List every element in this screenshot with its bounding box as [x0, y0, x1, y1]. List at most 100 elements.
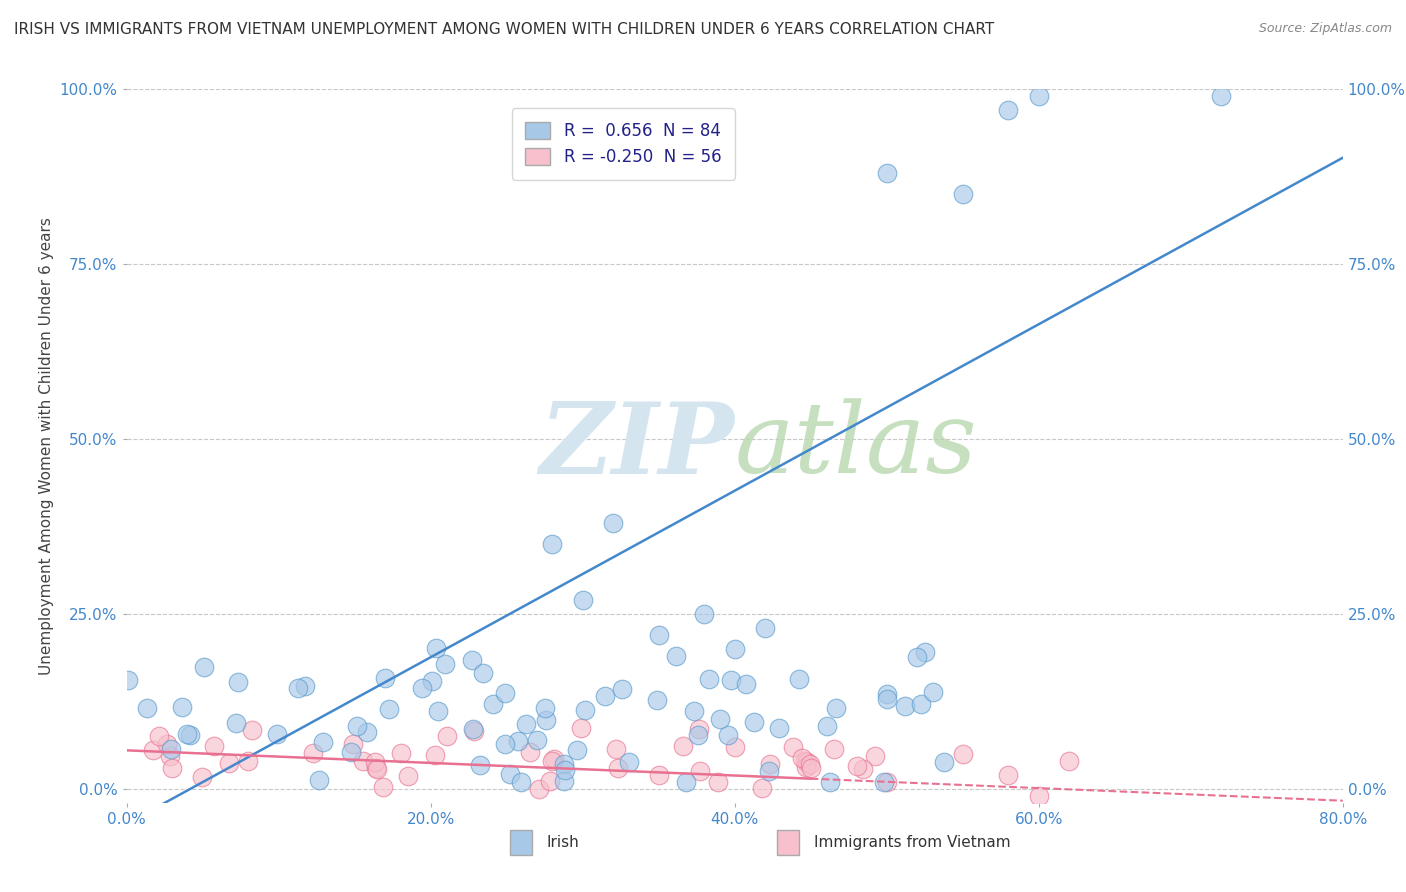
Point: [602, 516, 624, 530]
Point: [952, 747, 974, 761]
Point: [374, 672, 396, 686]
Text: Source: ZipAtlas.com: Source: ZipAtlas.com: [1258, 22, 1392, 36]
Point: [519, 745, 541, 759]
Point: [910, 697, 932, 711]
Text: Immigrants from Vietnam: Immigrants from Vietnam: [814, 835, 1011, 849]
Point: [499, 767, 522, 781]
Point: [426, 704, 449, 718]
Point: [825, 700, 848, 714]
Point: [934, 755, 956, 769]
Point: [136, 700, 159, 714]
Point: [689, 764, 711, 778]
Point: [515, 716, 537, 731]
Point: [688, 722, 710, 736]
Text: atlas: atlas: [734, 399, 977, 493]
Point: [815, 719, 838, 733]
Point: [793, 754, 815, 768]
Point: [541, 537, 564, 551]
Point: [823, 741, 845, 756]
Point: [225, 715, 247, 730]
Point: [796, 755, 818, 769]
Point: [606, 761, 628, 775]
Point: [541, 754, 564, 768]
Point: [553, 756, 575, 771]
Point: [170, 700, 193, 714]
Point: [707, 775, 730, 789]
Point: [922, 684, 945, 698]
Point: [595, 690, 617, 704]
Point: [852, 762, 875, 776]
Point: [571, 593, 593, 607]
Point: [686, 728, 709, 742]
Point: [494, 685, 516, 699]
Point: [117, 673, 139, 688]
Text: Irish: Irish: [546, 835, 579, 849]
Point: [787, 672, 810, 686]
Point: [468, 757, 491, 772]
Point: [768, 721, 790, 735]
Point: [794, 760, 817, 774]
Point: [1028, 789, 1050, 803]
Point: [193, 660, 215, 674]
Point: [226, 675, 249, 690]
Point: [510, 774, 533, 789]
Point: [683, 704, 706, 718]
Point: [266, 727, 288, 741]
Point: [538, 774, 561, 789]
Point: [179, 728, 201, 742]
Point: [735, 677, 758, 691]
Point: [610, 682, 633, 697]
Point: [751, 780, 773, 795]
Point: [422, 674, 444, 689]
Point: [876, 166, 898, 180]
FancyBboxPatch shape: [778, 830, 799, 855]
Point: [191, 770, 214, 784]
Point: [724, 739, 747, 754]
Point: [312, 735, 335, 749]
Point: [356, 725, 378, 739]
Point: [574, 703, 596, 717]
Point: [565, 742, 588, 756]
Point: [218, 756, 240, 770]
Point: [506, 734, 529, 748]
Point: [176, 726, 198, 740]
Point: [366, 762, 388, 776]
Point: [914, 645, 936, 659]
Legend: R =  0.656  N = 84, R = -0.250  N = 56: R = 0.656 N = 84, R = -0.250 N = 56: [512, 108, 734, 179]
Point: [742, 715, 765, 730]
Point: [411, 681, 433, 695]
Point: [724, 641, 747, 656]
Point: [160, 742, 183, 756]
Point: [526, 733, 548, 747]
Point: [693, 607, 716, 621]
FancyBboxPatch shape: [509, 830, 531, 855]
Point: [238, 754, 260, 768]
Point: [342, 737, 364, 751]
Point: [818, 774, 841, 789]
Point: [527, 781, 550, 796]
Point: [159, 749, 181, 764]
Point: [645, 693, 668, 707]
Point: [436, 729, 458, 743]
Point: [759, 756, 782, 771]
Point: [800, 761, 823, 775]
Point: [287, 681, 309, 696]
Point: [952, 187, 974, 202]
Point: [533, 701, 555, 715]
Point: [873, 774, 896, 789]
Point: [569, 721, 592, 735]
Point: [155, 737, 177, 751]
Point: [461, 652, 484, 666]
Point: [378, 702, 401, 716]
Point: [792, 750, 814, 764]
Point: [758, 764, 780, 779]
Point: [1028, 89, 1050, 103]
Point: [294, 679, 316, 693]
Point: [782, 740, 804, 755]
Point: [364, 755, 387, 769]
Point: [717, 728, 740, 742]
Point: [647, 628, 669, 642]
Point: [720, 673, 742, 688]
Point: [142, 742, 165, 756]
Point: [675, 774, 697, 789]
